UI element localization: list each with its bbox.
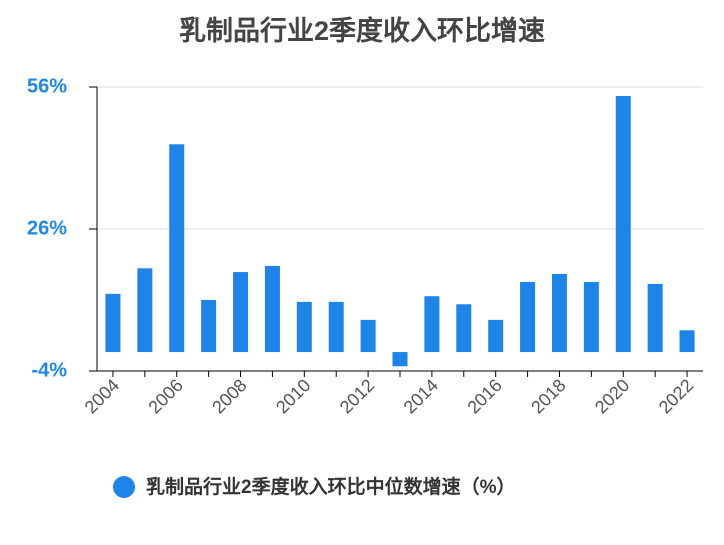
x-tick-label: 2020 (591, 375, 633, 417)
bar (551, 273, 567, 353)
x-tick-label: 2016 (463, 375, 505, 417)
x-tick-label: 2008 (208, 375, 250, 417)
bar (424, 296, 440, 353)
bar (456, 304, 472, 353)
x-tick-label: 2012 (336, 375, 378, 417)
x-tick-label: 2018 (527, 375, 569, 417)
legend-label: 乳制品行业2季度收入环比中位数增速（%） (146, 475, 515, 498)
bar (105, 293, 121, 353)
x-tick-label: 2022 (655, 375, 697, 417)
x-tick-label: 2014 (400, 375, 442, 417)
bar (488, 319, 504, 353)
bar (583, 282, 599, 353)
bar (233, 272, 249, 353)
bar (328, 301, 344, 353)
bar (520, 282, 536, 353)
x-tick-label: 2004 (81, 375, 123, 417)
x-tick-label: 2006 (144, 375, 186, 417)
chart-title: 乳制品行业2季度收入环比增速 (179, 15, 545, 46)
bar (392, 352, 408, 367)
bar (201, 300, 217, 353)
x-tick-label: 2010 (272, 375, 314, 417)
y-tick-label: -4% (31, 359, 67, 381)
bar (264, 265, 280, 353)
bar (679, 330, 695, 353)
y-tick-label: 26% (27, 217, 67, 239)
bar (360, 319, 376, 353)
y-tick-label: 56% (27, 75, 67, 97)
bar (615, 95, 631, 353)
legend-swatch (113, 476, 135, 498)
bar (169, 144, 185, 353)
bar (296, 301, 312, 353)
bar (647, 283, 663, 353)
bar (137, 268, 153, 353)
